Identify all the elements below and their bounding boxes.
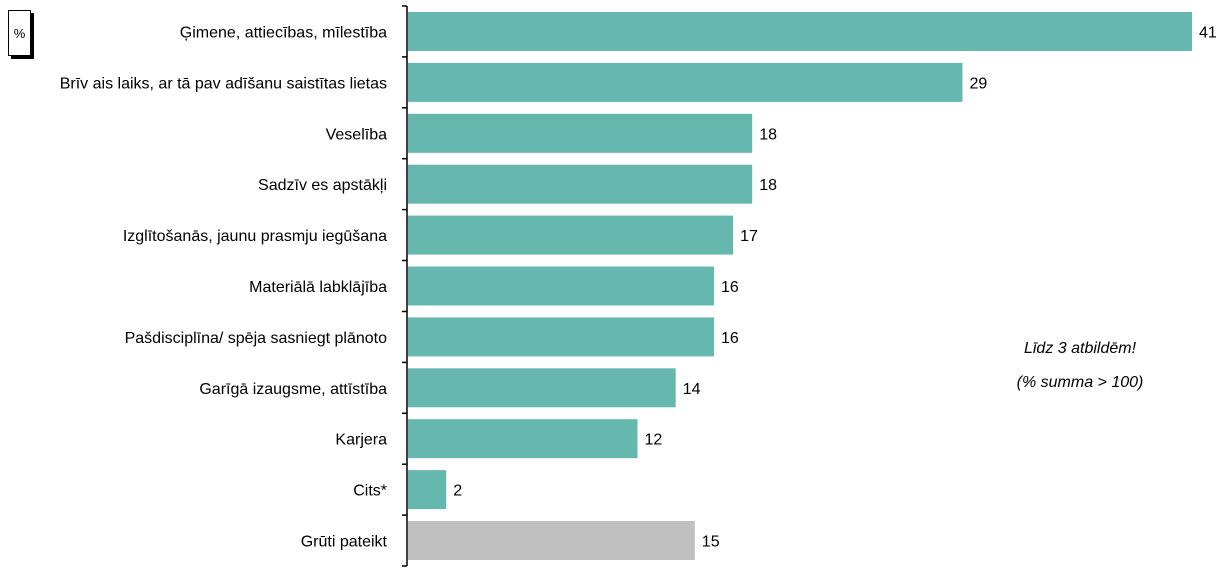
bar-10 bbox=[408, 521, 695, 560]
unit-badge: % bbox=[8, 10, 31, 56]
value-label-0: 41 bbox=[1199, 25, 1217, 42]
value-label-10: 15 bbox=[702, 534, 720, 551]
chart-note-sum: (% summa > 100) bbox=[1016, 374, 1144, 391]
category-label-10: Grūti pateikt bbox=[301, 534, 388, 551]
value-label-1: 29 bbox=[970, 75, 988, 92]
bar-2 bbox=[408, 113, 753, 153]
value-label-7: 14 bbox=[683, 381, 701, 398]
bar-8 bbox=[408, 419, 638, 459]
value-label-6: 16 bbox=[721, 330, 739, 347]
value-label-4: 17 bbox=[740, 228, 758, 245]
bar-4 bbox=[408, 215, 734, 255]
category-label-7: Garīgā izaugsme, attīstība bbox=[199, 381, 387, 398]
bar-7 bbox=[408, 368, 676, 408]
bar-6 bbox=[408, 317, 714, 357]
bar-1 bbox=[408, 62, 963, 102]
value-label-2: 18 bbox=[759, 126, 777, 143]
chart-note-answers: Līdz 3 atbildēm! bbox=[1023, 340, 1137, 357]
category-label-0: Ģimene, attiecības, mīlestība bbox=[180, 25, 387, 42]
category-label-9: Cits* bbox=[353, 483, 387, 500]
value-label-3: 18 bbox=[759, 177, 777, 194]
bar-5 bbox=[408, 266, 714, 306]
bar-0 bbox=[408, 12, 1192, 51]
category-label-2: Veselība bbox=[326, 126, 387, 143]
bar-9 bbox=[408, 470, 447, 510]
value-label-9: 2 bbox=[453, 483, 462, 500]
category-label-1: Brīv ais laiks, ar tā pav adīšanu saistī… bbox=[60, 75, 387, 92]
value-label-8: 12 bbox=[645, 432, 663, 449]
category-label-6: Pašdisciplīna/ spēja sasniegt plānoto bbox=[125, 330, 387, 347]
category-label-5: Materiālā labklājība bbox=[249, 279, 387, 296]
value-label-5: 16 bbox=[721, 279, 739, 296]
category-label-4: Izglītošanās, jaunu prasmju iegūšana bbox=[123, 228, 387, 245]
bar-3 bbox=[408, 164, 753, 204]
category-label-8: Karjera bbox=[335, 432, 387, 449]
category-label-3: Sadzīv es apstākļi bbox=[258, 177, 387, 194]
